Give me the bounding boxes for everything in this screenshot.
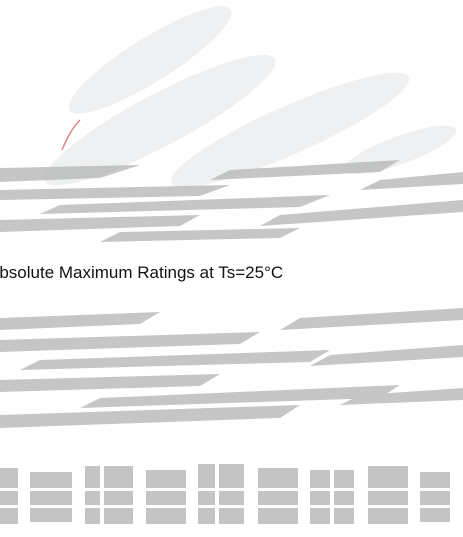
page: Absolute Maximum Ratings at Ts=25°C	[0, 0, 463, 537]
bottom-blocks	[0, 464, 450, 524]
streak-band-top	[0, 160, 463, 242]
streak-band-middle	[0, 308, 463, 428]
section-heading: Absolute Maximum Ratings at Ts=25°C	[0, 263, 283, 283]
